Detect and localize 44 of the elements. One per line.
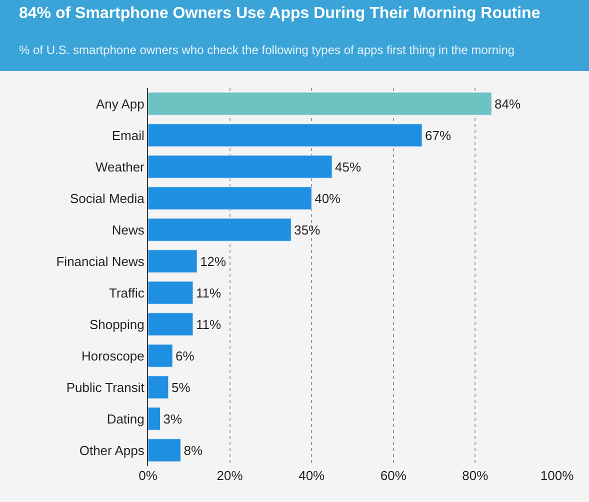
x-tick-label: 40% — [298, 468, 326, 483]
bar — [148, 92, 492, 116]
bar — [148, 312, 194, 336]
data-label: 84% — [494, 96, 522, 112]
data-label: 11% — [196, 316, 222, 332]
bar — [148, 250, 198, 273]
data-label: 67% — [425, 128, 452, 143]
bar — [148, 155, 332, 178]
data-label: 8% — [184, 442, 203, 458]
data-label: 11% — [196, 285, 222, 300]
y-tick-label: Public Transit — [66, 380, 145, 395]
y-tick-label: Shopping — [89, 316, 144, 332]
chart-title: 84% of Smartphone Owners Use Apps During Their Morning Routine — [19, 5, 540, 22]
x-tick-label: 0% — [138, 468, 158, 483]
bar — [148, 344, 173, 368]
bar — [148, 407, 161, 430]
y-tick-label: Other Apps — [79, 442, 145, 458]
chart-subtitle: % of U.S. smartphone owners who check the following types of apps first thing in the morning — [19, 43, 515, 57]
y-tick-label: Financial News — [56, 254, 145, 269]
x-tick-label: 20% — [216, 468, 244, 483]
y-tick-label: Weather — [95, 159, 146, 174]
data-label: 6% — [176, 348, 195, 364]
bar — [148, 124, 422, 147]
data-label: 35% — [294, 222, 321, 238]
bar — [148, 218, 292, 242]
bar — [148, 438, 181, 462]
data-label: 5% — [171, 380, 191, 395]
x-tick-label: 80% — [462, 468, 489, 483]
x-tick-label: 100% — [540, 468, 574, 483]
y-tick-label: Dating — [106, 411, 144, 426]
y-tick-label: Traffic — [108, 285, 145, 300]
y-tick-label: Any App — [96, 96, 144, 112]
y-tick-label: Horoscope — [82, 348, 144, 364]
data-label: 12% — [200, 254, 227, 269]
bar — [148, 376, 169, 399]
data-label: 40% — [314, 190, 342, 206]
y-tick-label: Social Media — [70, 190, 146, 206]
data-label: 45% — [335, 159, 362, 174]
y-tick-label: Email — [112, 128, 145, 143]
y-tick-label: News — [112, 222, 145, 238]
data-label: 3% — [163, 411, 182, 426]
x-tick-label: 60% — [380, 468, 407, 483]
bar — [148, 281, 194, 304]
bar — [148, 186, 312, 210]
